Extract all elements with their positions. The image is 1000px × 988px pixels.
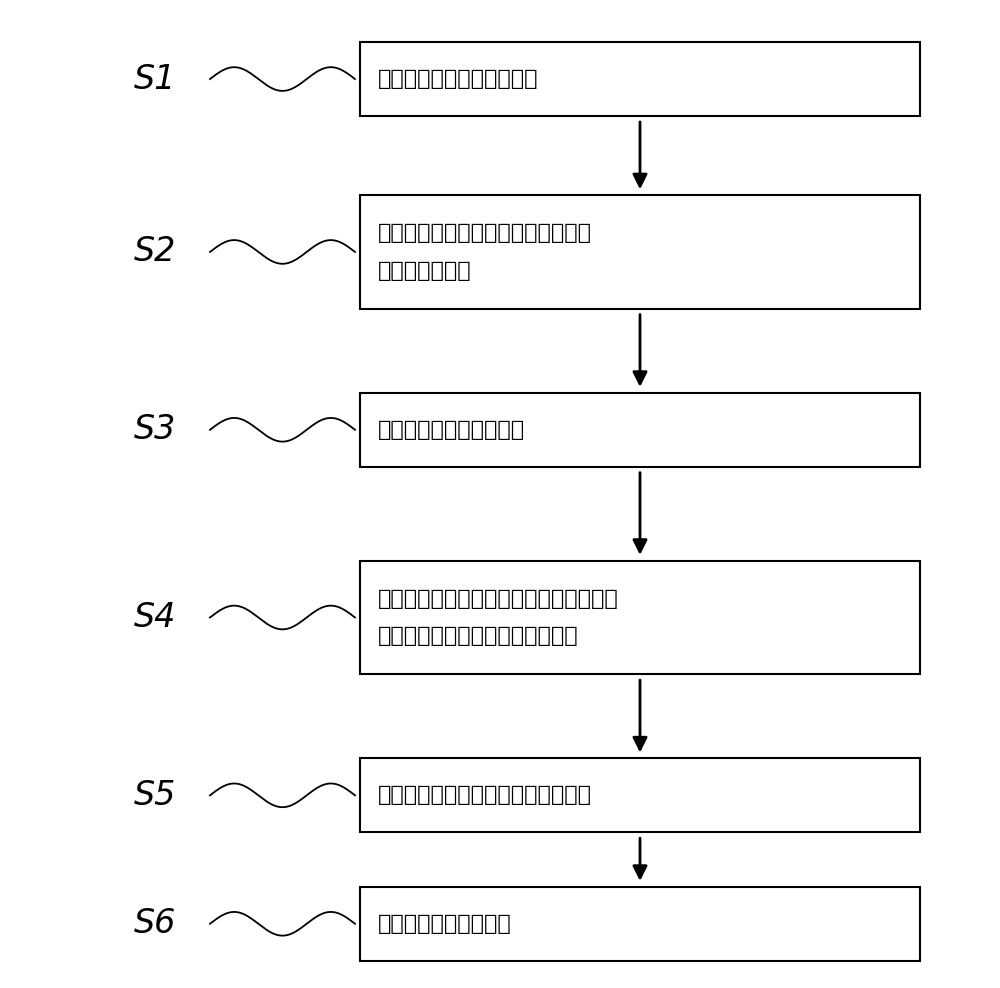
Bar xyxy=(360,561,920,674)
Bar xyxy=(360,393,920,467)
Text: 于阈值的情况时报警装置进行报警: 于阈值的情况时报警装置进行报警 xyxy=(378,626,579,646)
Bar xyxy=(360,196,920,308)
Text: S5: S5 xyxy=(134,779,176,812)
Text: 为报警装置设定报警阈值: 为报警装置设定报警阈值 xyxy=(378,420,525,440)
Text: S4: S4 xyxy=(134,601,176,634)
Text: 报一次测量参数: 报一次测量参数 xyxy=(378,261,472,281)
Text: 将测温器设定为每加工一工件，即上: 将测温器设定为每加工一工件，即上 xyxy=(378,223,592,243)
Text: 存储每批次测量参数，生成测量报告: 存储每批次测量参数，生成测量报告 xyxy=(378,785,592,805)
Text: S2: S2 xyxy=(134,235,176,269)
Text: 编辑测温器与报警装置参数: 编辑测温器与报警装置参数 xyxy=(378,69,538,89)
Text: S3: S3 xyxy=(134,413,176,447)
Text: S1: S1 xyxy=(134,62,176,96)
Text: S6: S6 xyxy=(134,907,176,941)
Bar xyxy=(360,759,920,832)
Text: 递交测量报告至管理端: 递交测量报告至管理端 xyxy=(378,914,512,934)
Bar xyxy=(360,41,920,116)
Bar xyxy=(360,887,920,960)
Text: 记录测温器测量参数，当出现超出或者低: 记录测温器测量参数，当出现超出或者低 xyxy=(378,589,619,609)
